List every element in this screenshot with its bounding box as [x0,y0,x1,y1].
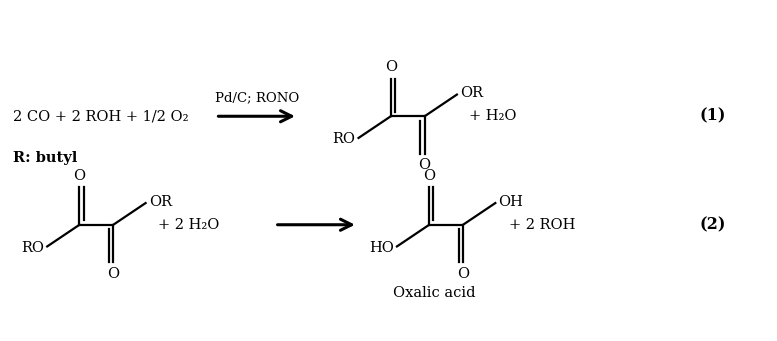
Text: O: O [74,169,85,183]
Text: OR: OR [460,86,483,100]
Text: O: O [419,158,430,172]
Text: (1): (1) [700,108,726,125]
Text: O: O [423,169,435,183]
Text: HO: HO [369,241,394,255]
Text: Oxalic acid: Oxalic acid [393,286,476,300]
Text: O: O [107,267,120,281]
Text: OR: OR [148,195,172,209]
Text: (2): (2) [700,216,726,233]
Text: O: O [457,267,469,281]
Text: O: O [385,60,397,74]
Text: R: butyl: R: butyl [13,151,78,165]
Text: + 2 H₂O: + 2 H₂O [158,218,219,232]
Text: + H₂O: + H₂O [469,109,517,123]
Text: 2 CO + 2 ROH + 1/2 O₂: 2 CO + 2 ROH + 1/2 O₂ [13,109,189,123]
Text: RO: RO [21,241,44,255]
Text: RO: RO [333,132,355,146]
Text: + 2 ROH: + 2 ROH [509,218,576,232]
Text: OH: OH [498,195,523,209]
Text: Pd/C; RONO: Pd/C; RONO [214,92,299,105]
